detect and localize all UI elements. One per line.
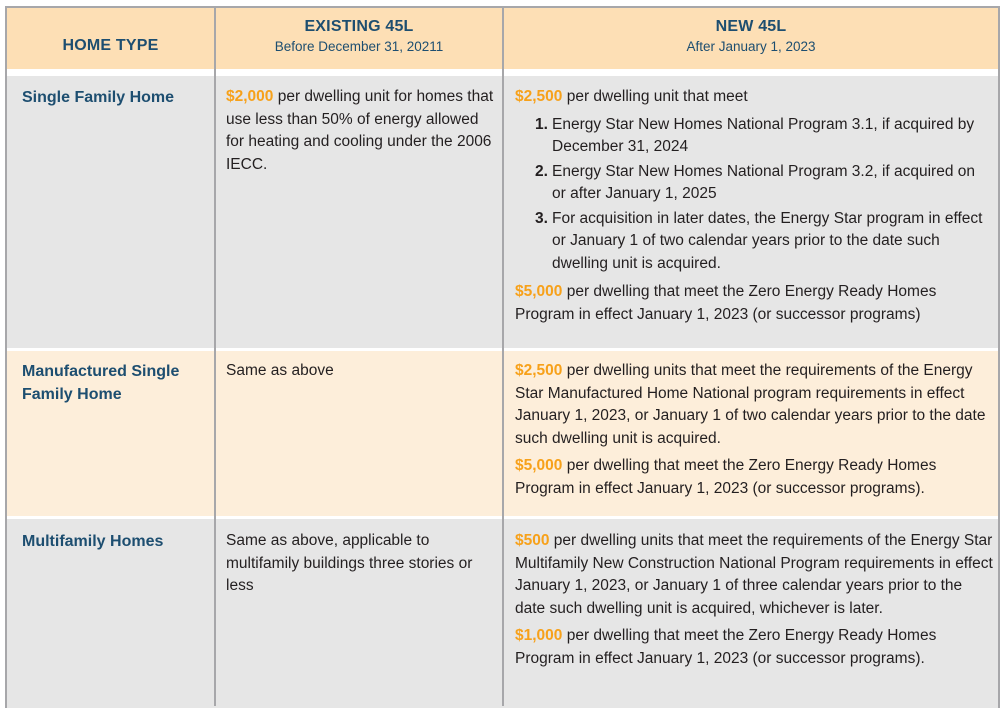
row1-new-para1: $2,500 per dwelling unit that meet — [515, 86, 993, 109]
header-new-subtitle: After January 1, 2023 — [686, 39, 816, 54]
row3-new-para1: $500 per dwelling units that meet the re… — [515, 530, 993, 620]
row1-existing-amount: $2,000 — [226, 88, 274, 105]
header-home-type: HOME TYPE — [7, 37, 214, 55]
row2-existing-credit: Same as above — [226, 362, 334, 379]
row3-new-text-2: per dwelling that meet the Zero Energy R… — [515, 627, 937, 667]
header-new-title: NEW 45L — [715, 18, 787, 35]
row3-new-amount-2: $1,000 — [515, 627, 563, 644]
row1-requirements-list: 1. Energy Star New Homes National Program… — [515, 114, 993, 276]
row2-new-text-1: per dwelling units that meet the require… — [515, 362, 986, 447]
tax-credit-comparison-table: HOME TYPE EXISTING 45L Before December 3… — [5, 6, 1000, 708]
row3-new-credit: $500 per dwelling units that meet the re… — [515, 530, 993, 675]
header-new-45l: NEW 45L After January 1, 2023 — [504, 18, 998, 54]
row1-new-text-1: per dwelling unit that meet — [562, 88, 748, 105]
row2-home-type: Manufactured Single Family Home — [22, 363, 180, 403]
row2-new-amount-2: $5,000 — [515, 457, 563, 474]
row2-new-para1: $2,500 per dwelling units that meet the … — [515, 360, 993, 450]
column-divider-1 — [214, 8, 216, 706]
row1-existing-text: per dwelling unit for homes that use les… — [226, 88, 494, 173]
row1-new-text-2: per dwelling that meet the Zero Energy R… — [515, 283, 937, 323]
row1-new-para2: $5,000 per dwelling that meet the Zero E… — [515, 281, 993, 326]
row3-new-para2: $1,000 per dwelling that meet the Zero E… — [515, 625, 993, 670]
header-home-type-title: HOME TYPE — [62, 37, 159, 54]
row2-new-amount-1: $2,500 — [515, 362, 563, 379]
row1-existing-credit: $2,000 per dwelling unit for homes that … — [226, 86, 494, 176]
header-existing-45l: EXISTING 45L Before December 31, 20211 — [216, 18, 502, 54]
header-existing-title: EXISTING 45L — [304, 18, 414, 35]
list-item: 3. For acquisition in later dates, the En… — [535, 209, 983, 272]
row2-new-para2: $5,000 per dwelling that meet the Zero E… — [515, 455, 993, 500]
column-divider-2 — [502, 8, 504, 706]
row3-existing-credit: Same as above, applicable to multifamily… — [226, 532, 473, 594]
row2-new-credit: $2,500 per dwelling units that meet the … — [515, 360, 993, 505]
row1-new-amount-2: $5,000 — [515, 283, 563, 300]
list-item: 1. Energy Star New Homes National Program… — [535, 115, 975, 156]
row1-home-type: Single Family Home — [22, 89, 175, 106]
list-item: 2. Energy Star New Homes National Program… — [535, 162, 976, 203]
row1-new-amount-1: $2,500 — [515, 88, 563, 105]
row2-new-text-2: per dwelling that meet the Zero Energy R… — [515, 457, 937, 497]
header-existing-subtitle: Before December 31, 20211 — [274, 39, 444, 54]
row1-new-credit: $2,500 per dwelling unit that meet 1. Ene… — [515, 86, 993, 331]
row3-new-text-1: per dwelling units that meet the require… — [515, 532, 993, 617]
row3-new-amount-1: $500 — [515, 532, 550, 549]
row3-home-type: Multifamily Homes — [22, 533, 164, 550]
